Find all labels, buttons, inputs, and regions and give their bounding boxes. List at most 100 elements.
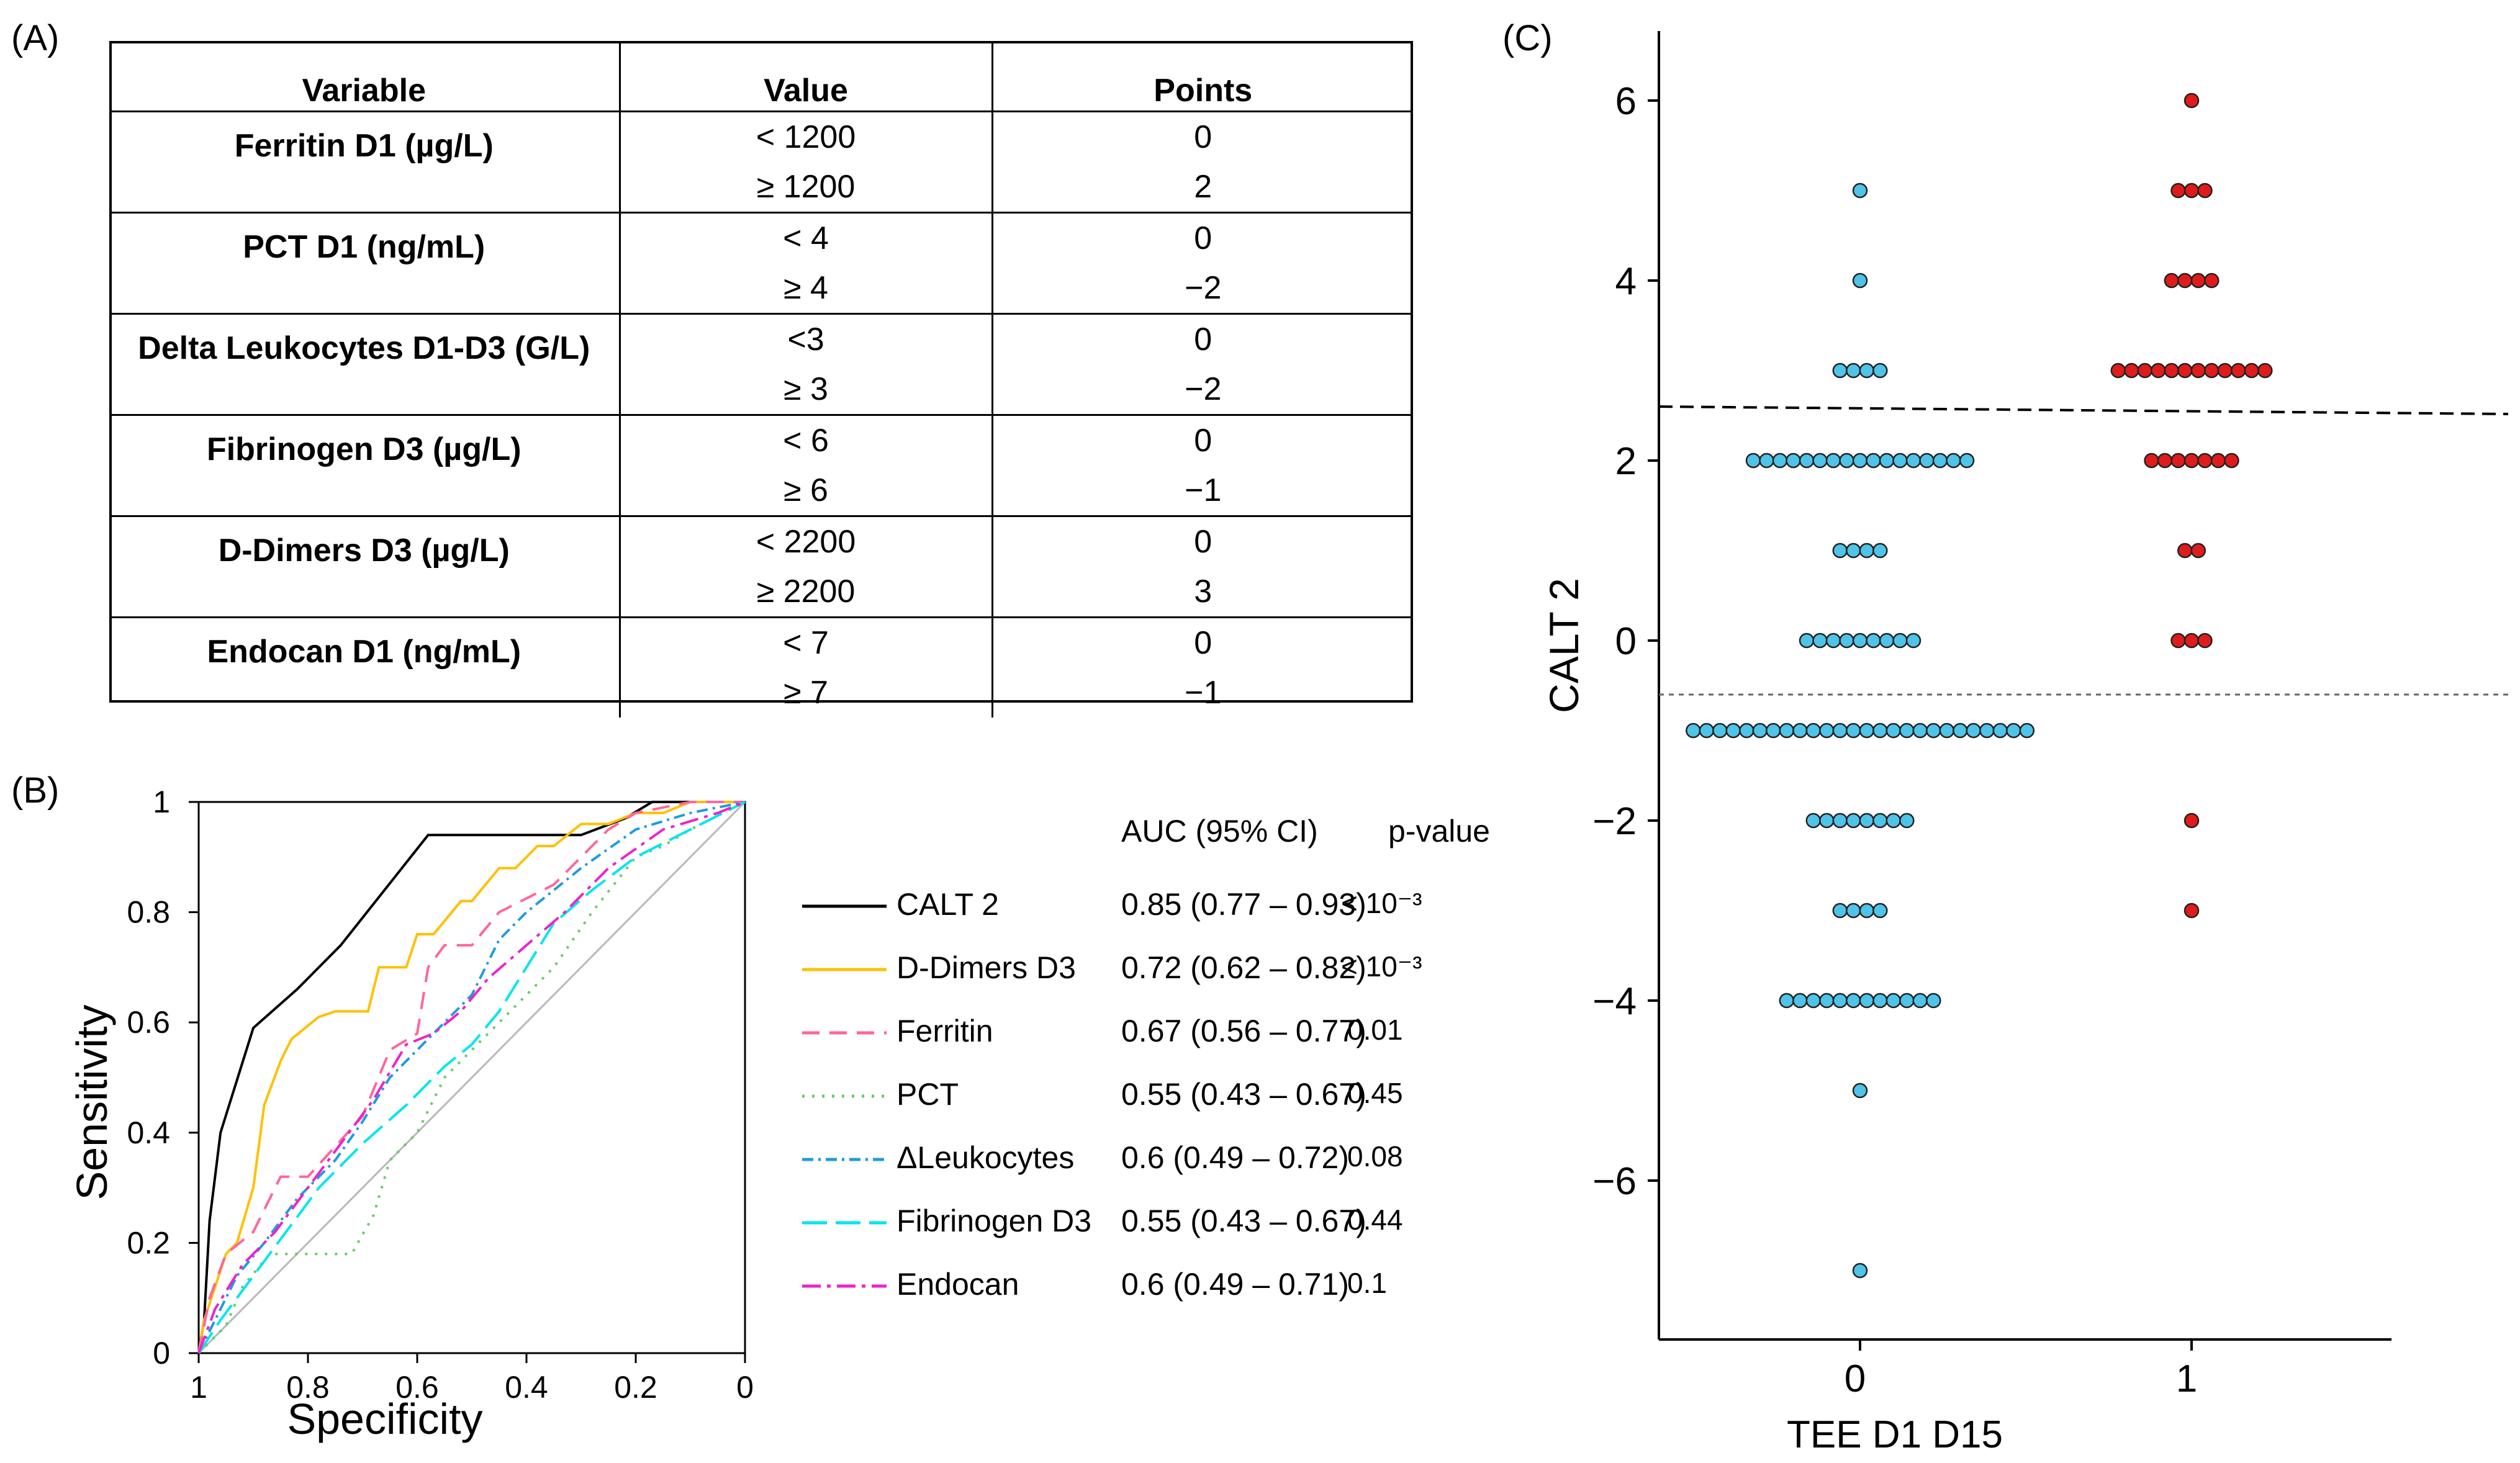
y-tick-label: 0.8 [127,895,170,930]
data-point-group-0 [1839,632,1854,649]
data-point-group-0 [1792,722,1808,739]
data-point-group-0 [1852,1263,1868,1279]
roc-chart: 1 0.8 0.6 0.4 0.2 0 0 0.2 0.4 0.6 0.8 1 Specificity S… [68,785,754,1443]
data-point-group-0 [1752,722,1768,739]
x-tick-label: 0 [1845,1357,1866,1400]
legend-swatch [802,904,887,908]
roc-curve-calt-2 [197,801,745,1354]
data-point-group-1 [2210,452,2226,469]
legend-swatch [802,1031,887,1035]
data-point-group-0 [1686,722,1701,739]
legend-item: D-Dimers D3 0.72 (0.62 – 0.82) < 10⁻³ [801,950,1527,987]
y-tick-label: 1 [153,785,170,819]
data-point-group-0 [1832,813,1848,829]
data-point-group-1 [2197,452,2213,469]
data-point-group-0 [1779,993,1795,1009]
points-cell: 0 [992,616,1413,668]
data-point-group-0 [1725,722,1741,739]
roc-curve-endocan [197,801,746,1354]
data-point-group-0 [1872,722,1888,739]
data-point-group-1 [2170,182,2186,199]
y-tick-label: 4 [1615,260,1637,303]
roc-y-axis-label: Sensitivity [68,1004,116,1200]
data-point-group-1 [2151,362,2166,379]
data-point-group-0 [1812,632,1828,649]
legend-swatch [802,968,887,971]
points-cell: −1 [1185,472,1222,508]
value-cell: ≥ 3 [620,364,993,415]
data-point-group-1 [2184,632,2200,649]
data-point-group-0 [1885,813,1902,829]
data-point-group-0 [1825,632,1841,649]
data-point-group-0 [1926,993,1941,1009]
data-point-group-0 [1832,722,1848,739]
data-point-group-0 [1866,452,1881,469]
data-point-group-0 [1872,362,1888,379]
variable-cell: Endocan D1 (ng/mL) [109,616,621,718]
data-point-group-0 [1852,452,1868,469]
data-point-group-0 [1919,452,1935,469]
data-point-group-1 [2184,92,2200,109]
legend-auc: 0.67 (0.56 – 0.77) [1121,1014,1366,1048]
points-cell: −2 [1185,371,1222,407]
table-row: ≥ 4 −2 [109,263,1413,314]
data-point-group-0 [1885,993,1902,1009]
panel-label-b: (B) [11,770,60,811]
data-point-group-1 [2244,362,2260,379]
value-cell: <3 [620,313,993,364]
data-point-group-0 [1799,452,1815,469]
roc-lines [197,801,746,1354]
legend-item: ΔLeukocytes 0.6 (0.49 – 0.72) 0.08 [801,1140,1527,1177]
data-point-group-0 [1712,722,1728,739]
x-tick-label: 0.6 [395,1370,439,1405]
data-point-group-0 [1866,632,1881,649]
x-tick-label: 0.8 [286,1370,330,1405]
data-point-group-1 [2184,813,2200,829]
header-variable: Variable [109,41,621,112]
data-point-group-0 [1745,452,1761,469]
points-cell: −2 [1185,270,1222,306]
data-point-group-0 [2006,722,2021,739]
variable-cell: Fibrinogen D3 (µg/L) [109,414,621,516]
points-cell: 2 [1194,169,1213,205]
panel-label-a: (A) [11,18,60,58]
y-tick-label: 6 [1615,80,1637,123]
header-value: Value [620,41,993,112]
data-point-group-0 [1739,722,1755,739]
data-point-group-0 [1792,993,1808,1009]
data-point-group-0 [1872,813,1888,829]
data-point-group-1 [2177,362,2193,379]
data-point-group-1 [2184,452,2200,469]
data-point-group-0 [1839,452,1854,469]
value-cell: < 1200 [620,110,993,162]
data-point-group-0 [1946,452,1961,469]
data-point-group-0 [1899,813,1915,829]
legend-series-name: Ferritin [896,1014,993,1048]
table-row: Ferritin D1 (µg/L) < 1200 0 [109,110,1413,213]
data-point-group-1 [2157,452,2173,469]
data-point-group-0 [1832,362,1848,379]
data-point-group-0 [1859,542,1875,559]
value-cell: < 6 [620,414,993,466]
data-point-group-1 [2197,182,2213,199]
table-row: ≥ 2200 3 [109,567,1413,618]
legend-auc: 0.72 (0.62 – 0.82) [1121,950,1366,985]
legend-auc: 0.55 (0.43 – 0.67) [1121,1077,1366,1112]
legend-p-value: 0.08 [1347,1140,1403,1173]
panel-label-c: (C) [1502,18,1553,58]
legend-series-name: CALT 2 [896,887,999,922]
legend-auc: 0.6 (0.49 – 0.72) [1121,1140,1349,1175]
y-tick-label: −4 [1592,980,1637,1023]
data-point-group-0 [1825,452,1841,469]
x-tick-label: 1 [190,1370,207,1405]
data-point-group-0 [1852,632,1868,649]
table-row: ≥ 3 −2 [109,364,1413,415]
points-cell: 0 [992,414,1413,466]
roc-curve--leukocytes [197,801,746,1354]
data-point-group-0 [1832,542,1848,559]
data-point-group-0 [1905,452,1922,469]
value-cell: ≥ 2200 [620,567,993,618]
data-point-group-0 [1979,722,1995,739]
